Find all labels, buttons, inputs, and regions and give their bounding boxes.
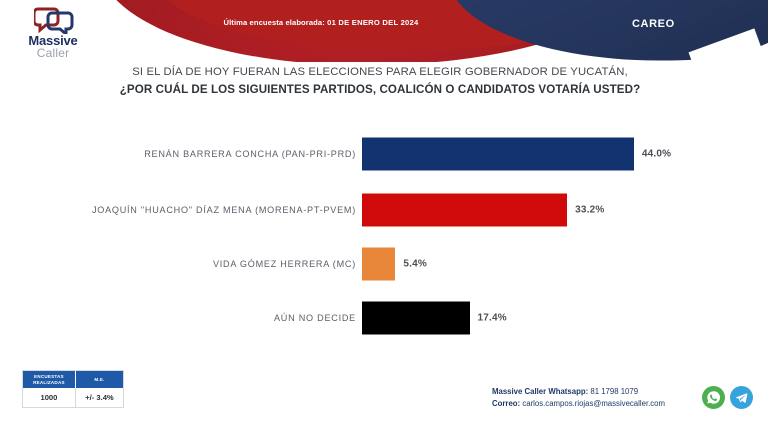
last-poll-date-label: Última encuesta elaborada: xyxy=(223,18,325,27)
bar-value-label: 44.0% xyxy=(641,148,672,160)
contact-whatsapp: Massive Caller Whatsapp: 81 1798 1079 xyxy=(492,386,665,398)
bar-renan-barrera xyxy=(362,137,634,171)
margin-of-error-value: +/- 3.4% xyxy=(75,388,123,408)
chart-row: RENÁN BARRERA CONCHA (PAN-PRI-PRD) 44.0% xyxy=(0,128,768,180)
table-header-encuestas-line2: REALIZADAS xyxy=(33,379,65,385)
results-bar-chart: RENÁN BARRERA CONCHA (PAN-PRI-PRD) 44.0%… xyxy=(0,118,768,358)
table-header-encuestas-line1: ENCUESTAS xyxy=(34,374,64,379)
poll-question-line1: SI EL DÍA DE HOY FUERAN LAS ELECCIONES P… xyxy=(132,66,628,78)
contact-whatsapp-label: Massive Caller Whatsapp: xyxy=(492,387,589,396)
bar-value-label: 5.4% xyxy=(403,258,427,270)
poll-question-line2: ¿POR CUÁL DE LOS SIGUIENTES PARTIDOS, CO… xyxy=(119,82,641,96)
brand-name-caller: Caller xyxy=(36,46,70,60)
bar-aun-no-decide xyxy=(362,301,470,335)
social-links xyxy=(702,386,753,409)
brand-logo: Massive Caller xyxy=(14,6,92,59)
table-row: 1000 +/- 3.4% xyxy=(23,388,123,408)
bar-category-label: VIDA GÓMEZ HERRERA (MC) xyxy=(212,259,356,269)
contact-email: Correo: carlos.campos.riojas@massivecall… xyxy=(492,398,665,410)
copyright-line2: Se autoriza la reproducción al hacer ref… xyxy=(753,0,760,60)
last-poll-date: Última encuesta elaborada: 01 DE ENERO D… xyxy=(196,18,446,27)
bar-category-label: RENÁN BARRERA CONCHA (PAN-PRI-PRD) xyxy=(144,149,356,159)
table-header-row: ENCUESTAS REALIZADAS M.E. xyxy=(23,371,123,389)
contact-whatsapp-number: 81 1798 1079 xyxy=(588,387,639,396)
page-header: Última encuesta elaborada: 01 DE ENERO D… xyxy=(0,0,768,62)
sample-size-table: ENCUESTAS REALIZADAS M.E. 1000 +/- 3.4% xyxy=(22,370,124,409)
brand-name-massive: Massive xyxy=(28,33,78,48)
copyright-notice: D.R. (C) MASSIVE CALLER S.A DE C.V. 2023… xyxy=(753,0,767,60)
speech-bubble-icon xyxy=(32,6,74,38)
telegram-icon[interactable] xyxy=(730,386,753,409)
contact-email-value: carlos.campos.riojas@massivecaller.com xyxy=(520,399,666,409)
table-header-margen-error: M.E. xyxy=(75,371,123,389)
bar-vida-gomez-herrera xyxy=(362,247,396,281)
section-label-careo: CAREO xyxy=(632,18,675,30)
last-poll-date-value: 01 DE ENERO DEL 2024 xyxy=(327,18,419,27)
bar-value-label: 33.2% xyxy=(575,204,605,216)
bar-category-label: JOAQUÍN "HUACHO" DÍAZ MENA (MORENA-PT-PV… xyxy=(91,205,356,215)
chart-row: JOAQUÍN "HUACHO" DÍAZ MENA (MORENA-PT-PV… xyxy=(0,184,768,236)
bar-joaquin-diaz-mena xyxy=(362,193,568,227)
copyright-line1: D.R. (C) MASSIVE CALLER S.A DE C.V. 2023 xyxy=(760,0,767,60)
bar-category-label: AÚN NO DECIDE xyxy=(273,313,356,323)
table-header-encuestas: ENCUESTAS REALIZADAS xyxy=(23,371,76,389)
whatsapp-icon[interactable] xyxy=(702,386,725,409)
brand-wordmark: Massive Caller xyxy=(14,34,92,59)
poll-question: SI EL DÍA DE HOY FUERAN LAS ELECCIONES P… xyxy=(60,64,700,99)
contact-info: Massive Caller Whatsapp: 81 1798 1079 Co… xyxy=(492,386,665,410)
chart-row: VIDA GÓMEZ HERRERA (MC) 5.4% xyxy=(0,238,768,290)
chart-row: AÚN NO DECIDE 17.4% xyxy=(0,292,768,344)
contact-email-label: Correo: xyxy=(492,399,521,409)
sample-size-value: 1000 xyxy=(23,388,76,408)
bar-value-label: 17.4% xyxy=(477,312,507,324)
